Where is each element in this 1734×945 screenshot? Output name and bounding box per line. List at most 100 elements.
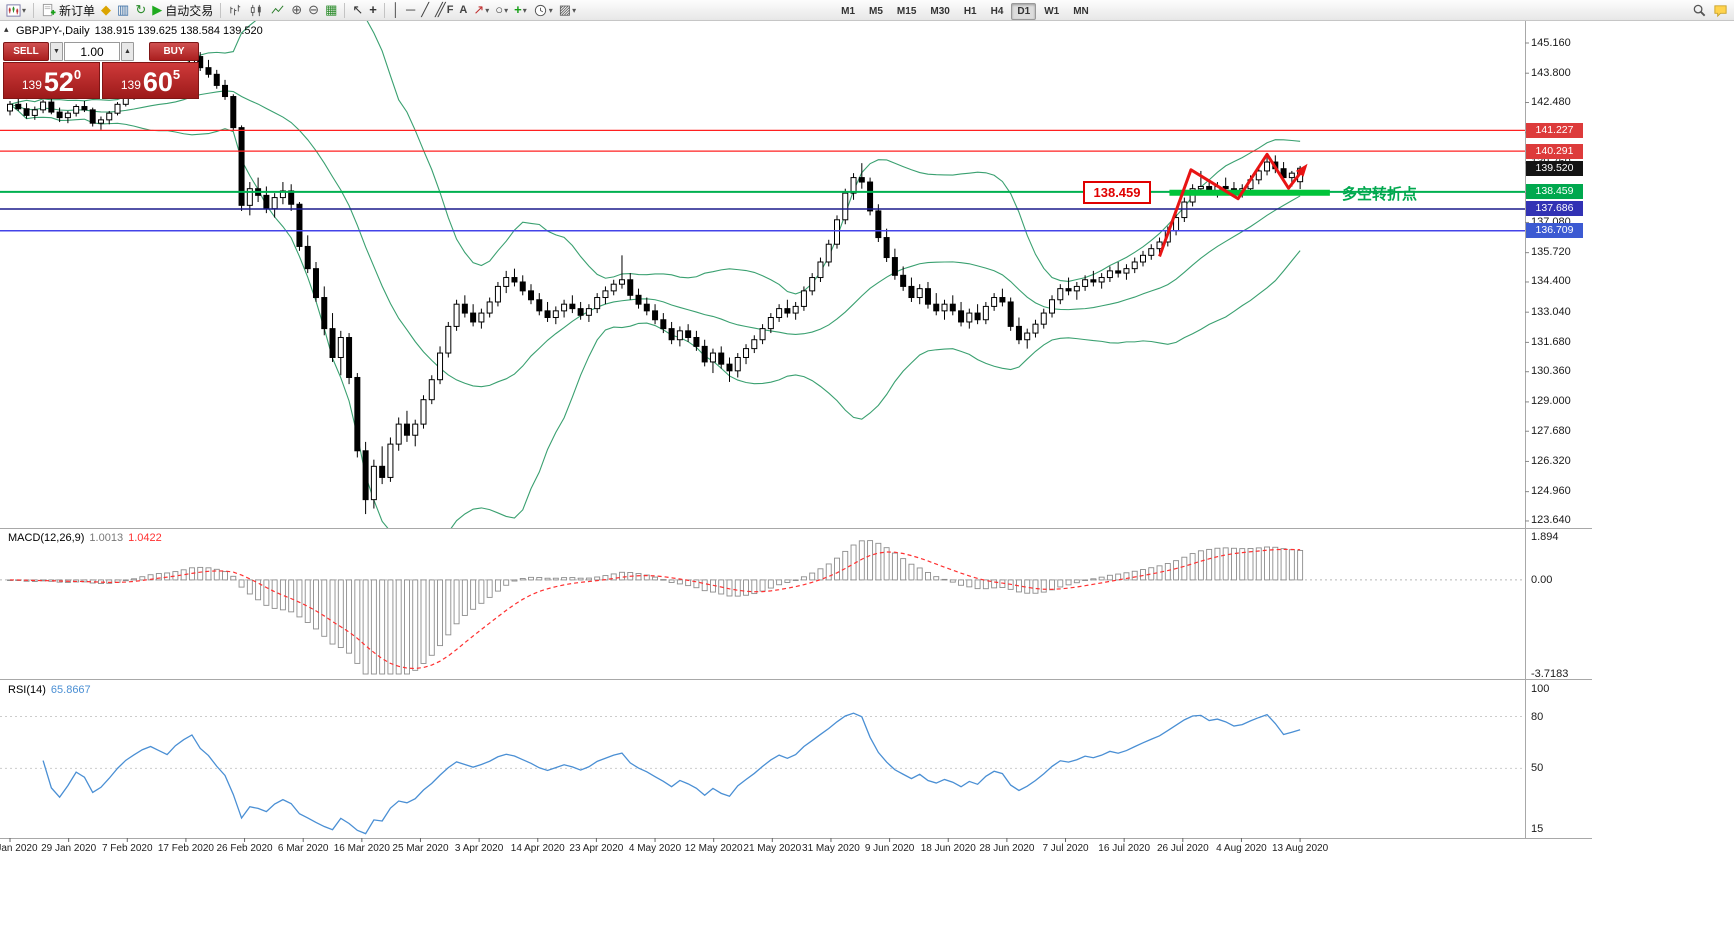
text-icon: A (459, 4, 468, 16)
alerts-icon: ◆ (101, 2, 112, 17)
chat-icon (1714, 4, 1727, 17)
refresh-icon: ↻ (135, 2, 147, 17)
search-button[interactable] (1690, 1, 1709, 19)
vertical-line-button[interactable]: │ (390, 1, 402, 19)
timeframe-button-d1[interactable]: D1 (1011, 2, 1037, 20)
alerts-button[interactable]: ◆ (99, 1, 113, 19)
cursor-icon: ↖ (352, 2, 364, 17)
rsi-pane (0, 712, 1525, 835)
chart-window-button[interactable]: ▾ (4, 1, 28, 19)
chart-window-icon (6, 3, 21, 17)
timeframe-button-m15[interactable]: M15 (896, 5, 917, 17)
axis-ticks (9, 42, 1529, 842)
candlestick-chart-button[interactable] (247, 1, 266, 19)
ask-big-digits: 60 (142, 67, 173, 97)
timeframe-button-h4[interactable]: H4 (990, 5, 1004, 17)
trade-panel-controls: SELL ▼ ▲ BUY (3, 42, 199, 61)
trade-panel-toggle-icon[interactable]: ▴ (4, 24, 9, 34)
timeframe-button-w1[interactable]: W1 (1044, 5, 1060, 17)
horizontal-line-button[interactable]: ─ (404, 1, 417, 19)
bid-big-digits: 52 (43, 67, 74, 97)
indicators-button[interactable]: + ▾ (512, 1, 529, 19)
periods-button[interactable]: ▾ (531, 1, 555, 19)
cursor-button[interactable]: ↖ (350, 1, 365, 19)
ask-pipette: 5 (172, 67, 181, 82)
timeframe-button-m5[interactable]: M5 (869, 5, 883, 17)
template-icon: ▨ (558, 2, 572, 17)
crosshair-icon: + (369, 2, 377, 17)
text-button[interactable]: A (457, 1, 469, 19)
toolbar-right-group (1689, 1, 1731, 19)
chevron-down-icon: ▾ (22, 5, 27, 15)
bar-chart-button[interactable] (226, 1, 245, 19)
clock-icon (534, 4, 546, 16)
crosshair-button[interactable]: + (367, 1, 379, 19)
data-window-button[interactable]: ▥ (115, 1, 131, 19)
new-order-icon (42, 3, 56, 16)
vertical-line-icon: │ (391, 2, 400, 17)
autotrade-label: 自动交易 (165, 3, 214, 18)
channel-button[interactable]: ╱╱ (433, 1, 445, 19)
chevron-down-icon: ▾ (504, 5, 509, 15)
search-icon (1693, 4, 1706, 16)
ellipse-icon: ○ (495, 2, 504, 17)
trendline-icon: ╱ (421, 2, 430, 17)
horizontal-line-icon: ─ (405, 2, 416, 17)
shapes-button[interactable]: ○ ▾ (493, 1, 510, 19)
data-window-icon: ▥ (117, 2, 130, 17)
bid-prefix: 139 (21, 78, 42, 92)
sell-button[interactable]: SELL (3, 42, 49, 61)
chevron-down-icon: ▾ (572, 5, 577, 15)
candles (7, 52, 1304, 515)
fibonacci-button[interactable]: F (445, 1, 456, 19)
chevron-down-icon: ▾ (548, 5, 553, 15)
chart-title: GBPJPY-,Daily 138.915 139.625 138.584 139… (16, 25, 268, 37)
arrow-marker-icon: ↗ (473, 2, 485, 17)
macd-signal-value: 1.0422 (128, 532, 162, 544)
price-level-callout[interactable]: 138.459 (1083, 181, 1151, 204)
macd-name: MACD(12,26,9) (8, 532, 85, 544)
macd-indicator-label: MACD(12,26,9) 1.0013 1.0422 (8, 532, 162, 544)
trendline-button[interactable]: ╱ (419, 1, 431, 19)
analyst-annotations (1158, 152, 1330, 257)
community-chat-button[interactable] (1711, 1, 1730, 19)
macd-pane (0, 540, 1525, 675)
autotrade-button[interactable]: ▶ 自动交易 (150, 1, 215, 19)
arrows-button[interactable]: ↗ ▾ (471, 1, 491, 19)
sell-price-display[interactable]: 139 52 0 (3, 62, 100, 99)
bid-pipette: 0 (73, 67, 82, 82)
turning-point-label[interactable]: 多空转折点 (1342, 186, 1418, 203)
zoom-in-icon: ⊕ (291, 2, 303, 17)
timeframe-button-m30[interactable]: M30 (930, 5, 950, 17)
new-order-button[interactable]: 新订单 (39, 1, 97, 19)
toolbar-separator (344, 2, 346, 18)
trade-panel-prices: 139 52 0 139 60 5 (3, 62, 199, 99)
line-chart-icon (271, 5, 284, 14)
volume-decrease-button[interactable]: ▼ (50, 42, 63, 61)
line-chart-button[interactable] (268, 1, 287, 19)
pane-separators (0, 21, 1592, 839)
zoom-out-button[interactable]: ⊖ (306, 1, 321, 19)
tile-windows-button[interactable]: ▦ (323, 1, 339, 19)
chevron-down-icon: ▾ (522, 5, 527, 15)
buy-price-display[interactable]: 139 60 5 (102, 62, 199, 99)
timeframe-button-m1[interactable]: M1 (841, 5, 856, 17)
timeframe-button-h1[interactable]: H1 (963, 5, 977, 17)
add-indicator-icon: + (514, 2, 522, 17)
buy-button[interactable]: BUY (149, 42, 199, 61)
ohlc-values: 138.915 139.625 138.584 139.520 (94, 25, 263, 37)
volume-increase-button[interactable]: ▲ (121, 42, 134, 61)
candlestick-chart-icon (251, 4, 261, 16)
refresh-button[interactable]: ↻ (133, 1, 148, 19)
zoom-in-button[interactable]: ⊕ (289, 1, 304, 19)
volume-input[interactable] (64, 42, 120, 61)
templates-button[interactable]: ▨ ▾ (557, 1, 578, 19)
one-click-trade-panel: SELL ▼ ▲ BUY 139 52 0 139 60 5 (3, 42, 199, 99)
zoom-out-icon: ⊖ (308, 2, 320, 17)
timeframe-button-mn[interactable]: MN (1073, 5, 1089, 17)
ask-prefix: 139 (120, 78, 141, 92)
toolbar-separator (33, 2, 35, 18)
rsi-value: 65.8667 (50, 684, 91, 696)
